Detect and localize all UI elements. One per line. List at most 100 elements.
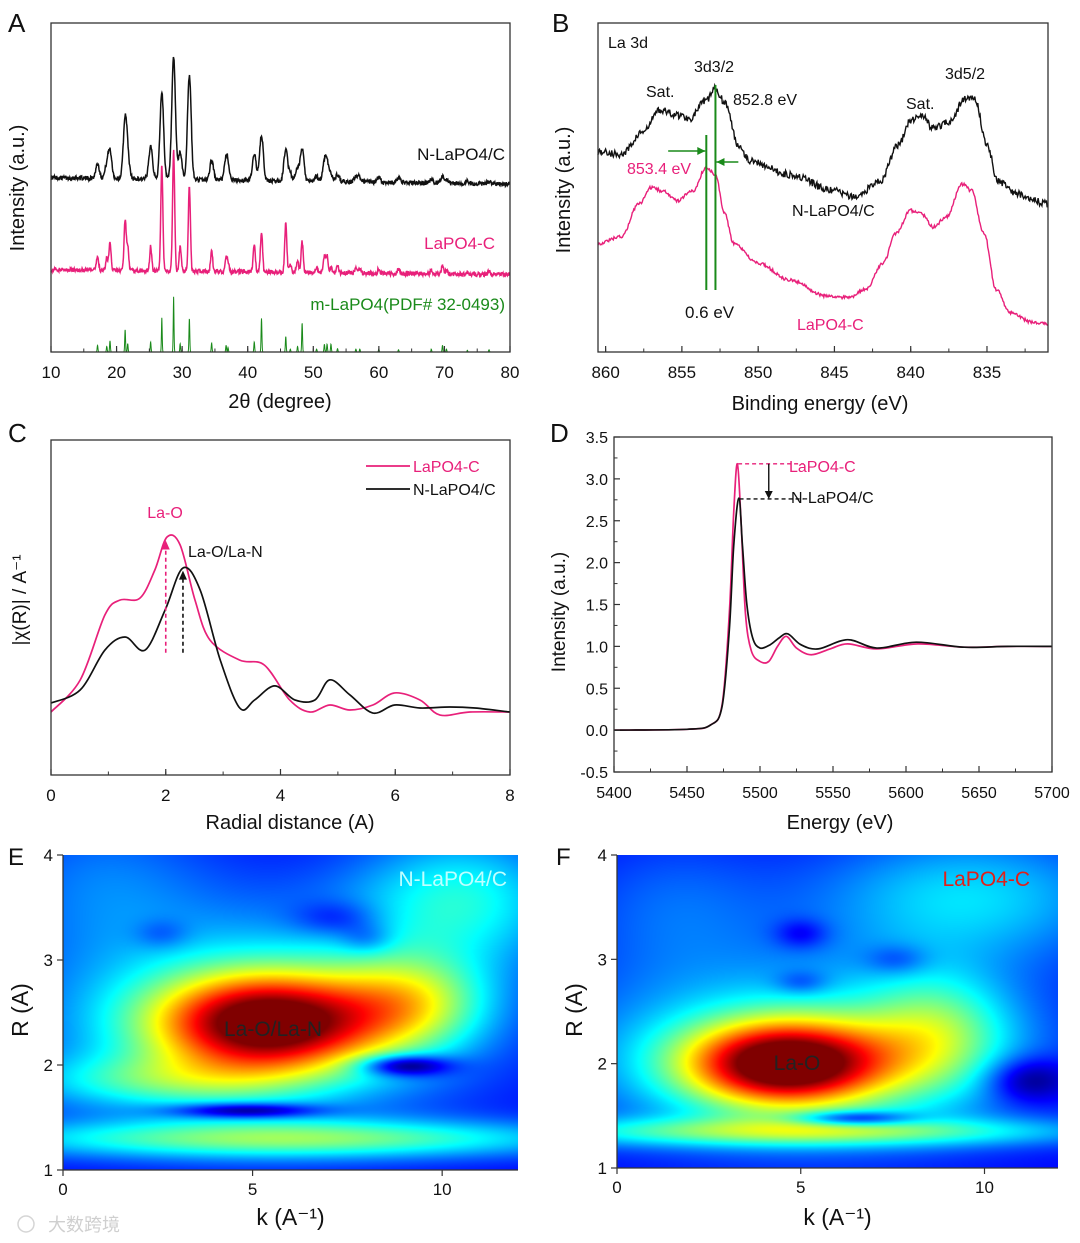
panel-label: C <box>8 418 27 448</box>
xrd-series-1 <box>50 149 510 279</box>
panel-e-wavelet: E 0 5 10 1 2 3 4 N-LaPO4/C La-O/La-N k (A⁻¹) R (A) <box>7 844 518 1230</box>
peak-label: La-O/La-N <box>224 1018 322 1041</box>
x-tick-label: 4 <box>276 786 285 805</box>
legend-label-n-lapo4-c: N-LaPO4/C <box>413 482 496 499</box>
y-axis-title: Intensity (a.u.) <box>549 552 570 672</box>
x-tick-label: 10 <box>975 1178 994 1197</box>
x-tick-label: 5650 <box>961 785 997 802</box>
y-tick-label: 3.5 <box>586 430 608 447</box>
x-tick-label: 20 <box>107 363 126 382</box>
annotation-n-lapo4-c: N-LaPO4/C <box>791 490 874 507</box>
panel-label: D <box>550 418 569 448</box>
heatmap-f-canvas <box>617 855 1058 1168</box>
arrow-head-icon <box>697 147 706 155</box>
x-tick-label: 50 <box>304 363 323 382</box>
y-tick-label: 2 <box>44 1056 53 1075</box>
y-tick-label: 2.0 <box>586 556 608 573</box>
x-tick-label: 5 <box>248 1180 257 1199</box>
x-tick-label: 8 <box>505 786 514 805</box>
y-axis-title: |χ(R)| / A⁻¹ <box>10 554 31 645</box>
legend-label-lapo4-c: LaPO4-C <box>413 459 480 476</box>
arrow-head-icon <box>716 158 725 166</box>
annotation-sat: Sat. <box>646 84 674 101</box>
xanes-series-1 <box>613 497 1053 731</box>
x-tick-label: 855 <box>668 363 696 382</box>
plot-frame-d <box>613 436 1053 773</box>
x-axis-title: k (A⁻¹) <box>803 1204 871 1230</box>
y-axis-title: Intensity (a.u.) <box>553 127 575 254</box>
annotation-shift: 0.6 eV <box>685 303 735 322</box>
x-tick-label: 840 <box>897 363 925 382</box>
annotation-la-o: La-O <box>147 505 183 522</box>
series-label-lapo4-c: LaPO4-C <box>797 317 864 334</box>
y-tick-label: 1.5 <box>586 598 608 615</box>
series-label-pdf: m-LaPO4(PDF# 32-0493) <box>310 295 505 314</box>
x-tick-label: 850 <box>744 363 772 382</box>
plot-frame-b <box>597 22 1049 353</box>
x-tick-label: 70 <box>435 363 454 382</box>
x-tick-label: 5550 <box>815 785 851 802</box>
annotation-853-4: 853.4 eV <box>627 161 691 178</box>
x-tick-label: 60 <box>369 363 388 382</box>
x-tick-label: 5400 <box>596 785 632 802</box>
x-axis-title: Radial distance (A) <box>206 812 375 834</box>
x-tick-label: 10 <box>42 363 61 382</box>
y-tick-label: 1 <box>598 1159 607 1178</box>
annotation-sat: Sat. <box>906 96 934 113</box>
annotation-852-8: 852.8 eV <box>733 92 797 109</box>
panel-label: E <box>8 844 24 871</box>
x-tick-label: 5700 <box>1034 785 1070 802</box>
annotation-lapo4-c: LaPO4-C <box>789 459 856 476</box>
x-tick-label: 30 <box>173 363 192 382</box>
x-tick-label: 5450 <box>669 785 705 802</box>
y-axis-title: R (A) <box>561 983 587 1037</box>
series-label-n-lapo4-c: N-LaPO4/C <box>417 145 505 164</box>
arrow-head-icon <box>178 570 187 580</box>
x-tick-label: 10 <box>433 1180 452 1199</box>
watermark: 大数跨境 <box>48 1215 120 1235</box>
x-tick-label: 80 <box>501 363 520 382</box>
x-tick-label: 835 <box>973 363 1001 382</box>
x-tick-label: 0 <box>58 1180 67 1199</box>
x-tick-label: 5600 <box>888 785 924 802</box>
y-tick-label: 2.5 <box>586 514 608 531</box>
panel-c-exafs: C 0 2 4 6 8 LaPO4-C N-LaPO4/C La-O La-O/La-N Radia… <box>8 418 515 834</box>
xps-series-1 <box>597 166 1049 326</box>
sample-label: LaPO4-C <box>942 868 1030 891</box>
annotation-3d32: 3d3/2 <box>694 59 734 76</box>
series-label-lapo4-c: LaPO4-C <box>424 234 495 253</box>
panel-title: La 3d <box>608 35 648 52</box>
y-tick-label: 0.5 <box>586 681 608 698</box>
x-tick-label: 6 <box>391 786 400 805</box>
arrow-head-icon <box>161 540 170 550</box>
y-tick-label: 4 <box>598 846 607 865</box>
exafs-series-0 <box>50 534 511 717</box>
x-axis-title: Binding energy (eV) <box>732 393 909 415</box>
xrd-series-0 <box>50 56 511 189</box>
x-tick-label: 0 <box>46 786 55 805</box>
panel-label: A <box>8 8 26 38</box>
x-tick-label: 2 <box>161 786 170 805</box>
x-axis-title: Energy (eV) <box>787 812 894 834</box>
watermark-logo-icon <box>17 1215 35 1233</box>
y-tick-label: 3 <box>44 951 53 970</box>
y-tick-label: 1 <box>44 1161 53 1180</box>
peak-label: La-O <box>774 1052 821 1075</box>
annotation-la-o-la-n: La-O/La-N <box>188 544 263 561</box>
xps-series-0 <box>597 82 1049 209</box>
annotation-3d52: 3d5/2 <box>945 66 985 83</box>
y-axis-title: Intensity (a.u.) <box>7 125 29 252</box>
panel-label: B <box>552 8 569 38</box>
heatmap-e-canvas <box>63 855 518 1170</box>
x-tick-label: 5500 <box>742 785 778 802</box>
y-tick-label: 3.0 <box>586 472 608 489</box>
y-tick-label: 0.0 <box>586 723 608 740</box>
arrow-head-icon <box>764 490 773 499</box>
y-tick-label: 4 <box>44 846 53 865</box>
y-axis-title: R (A) <box>7 983 33 1037</box>
panel-f-wavelet: F 0 5 10 1 2 3 4 LaPO4-C La-O k (A⁻¹) R (A) <box>556 844 1058 1230</box>
sample-label: N-LaPO4/C <box>398 868 507 891</box>
y-tick-label: 1.0 <box>586 639 608 656</box>
